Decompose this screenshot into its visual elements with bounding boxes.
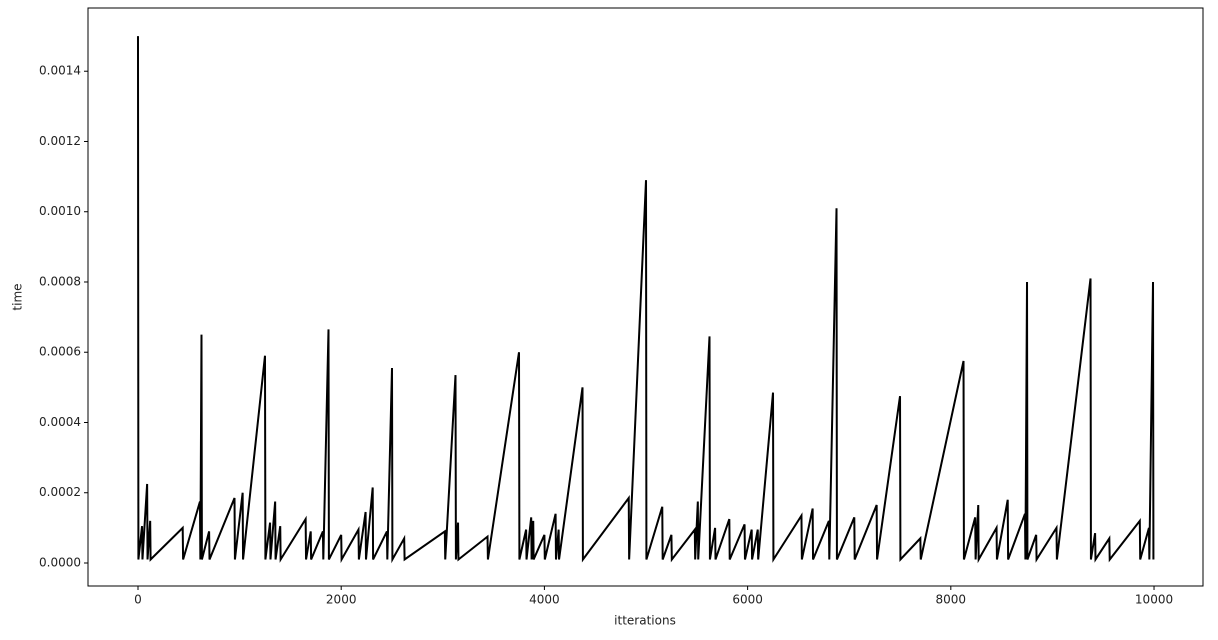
- y-tick-label: 0.0012: [39, 134, 81, 148]
- x-tick-label: 0: [134, 593, 142, 607]
- line-series: [136, 36, 1155, 564]
- x-tick-label: 4000: [529, 593, 560, 607]
- x-tick-label: 10000: [1135, 593, 1173, 607]
- y-tick-label: 0.0000: [39, 555, 81, 569]
- y-axis-label: time: [11, 283, 25, 310]
- x-tick-label: 8000: [936, 593, 967, 607]
- y-tick-label: 0.0004: [39, 415, 81, 429]
- x-tick-label: 2000: [326, 593, 357, 607]
- y-tick-label: 0.0010: [39, 204, 81, 218]
- y-tick-label: 0.0008: [39, 274, 81, 288]
- y-tick-label: 0.0002: [39, 485, 81, 499]
- y-tick-label: 0.0006: [39, 345, 81, 359]
- y-tick-label: 0.0014: [39, 64, 81, 78]
- plot-frame: [87, 7, 1204, 587]
- x-tick-label: 6000: [732, 593, 763, 607]
- x-axis-label: itterations: [614, 614, 676, 628]
